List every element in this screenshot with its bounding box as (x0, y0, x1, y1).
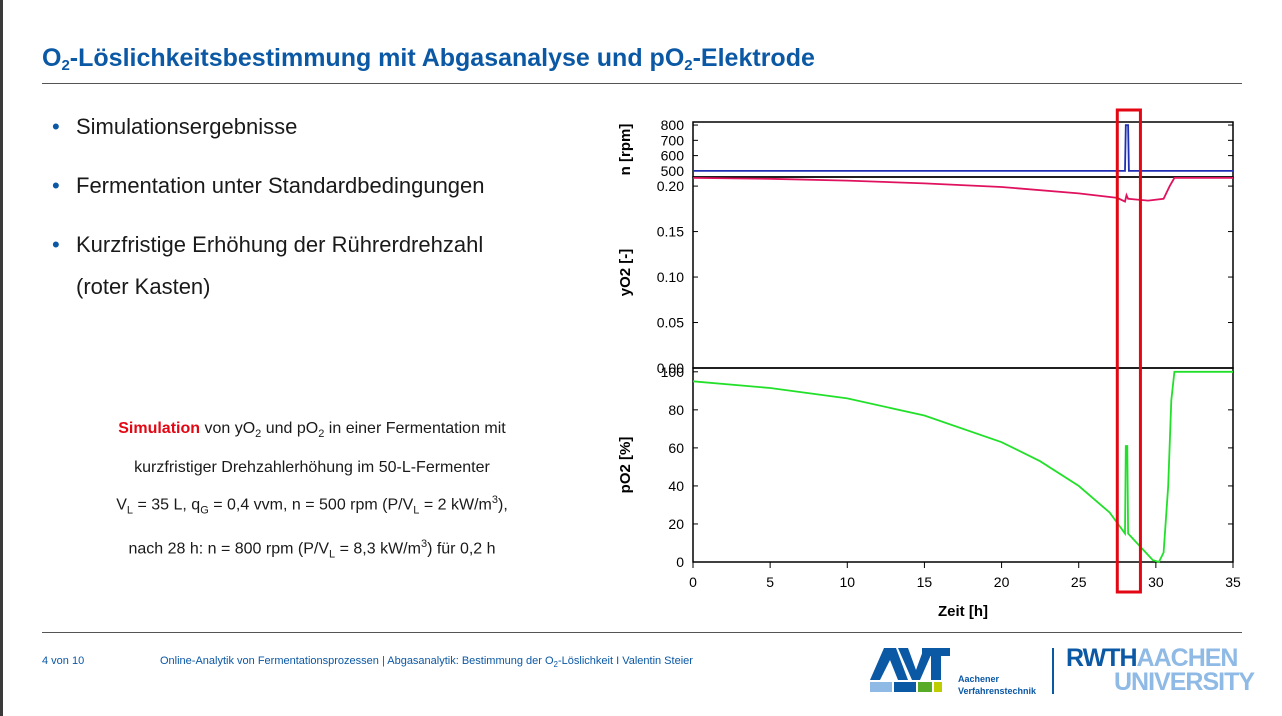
y-tick-label: 700 (661, 132, 685, 148)
x-tick-label: 30 (1148, 574, 1164, 590)
x-tick-label: 0 (689, 574, 697, 590)
x-tick-label: 5 (766, 574, 774, 590)
highlight-box (1115, 108, 1142, 594)
slide-title: O2-Löslichkeitsbestimmung mit Abgasanaly… (42, 44, 815, 74)
footer-divider (42, 632, 1242, 633)
bullet-icon: • (52, 232, 60, 257)
caption-line-1: Simulation von yO2 und pO2 in einer Ferm… (118, 420, 506, 441)
y-tick-label: 600 (661, 148, 685, 164)
x-tick-label: 20 (994, 574, 1010, 590)
footer-text: Online-Analytik von Fermentationsprozess… (160, 655, 693, 670)
avt-logo-icon (870, 648, 950, 692)
y-tick-label: 500 (661, 163, 685, 179)
series-line (692, 370, 1233, 564)
series-line (692, 177, 1233, 203)
x-tick-label: 10 (839, 574, 855, 590)
bullet-item: • Kurzfristige Erhöhung der Rührerdrehzah… (52, 224, 485, 308)
bullet-text: Simulationsergebnisse (76, 114, 298, 139)
bullet-list: • Simulationsergebnisse • Fermentation unt… (52, 106, 485, 325)
caption-line-2: kurzfristiger Drehzahlerhöhung im 50-L-F… (134, 459, 490, 477)
title-divider (42, 83, 1242, 84)
caption-line-4: nach 28 h: n = 800 rpm (P/VL = 8,3 kW/m3… (128, 537, 496, 561)
avt-name: Aachener Verfahrenstechnik (958, 674, 1037, 696)
y-tick-label: 0.10 (657, 269, 684, 285)
y-tick-label: 100 (661, 364, 685, 380)
x-tick-label: 35 (1225, 574, 1241, 590)
y-tick-label: 800 (661, 117, 685, 133)
left-edge-bar (0, 0, 3, 716)
caption-line-3: VL = 35 L, qG = 0,4 vvm, n = 500 rpm (P/… (116, 494, 508, 517)
y-tick-label: 0.20 (657, 178, 684, 194)
rwth-logo: RWTHAACHEN UNIVERSITY (1066, 644, 1255, 696)
page-number: 4 von 10 (42, 655, 85, 667)
x-tick-label: 25 (1071, 574, 1087, 590)
bullet-text-line2: (roter Kasten) (76, 274, 211, 299)
x-axis-label: Zeit [h] (938, 603, 988, 620)
x-tick-label: 15 (917, 574, 933, 590)
y-tick-label: 0 (676, 554, 684, 570)
y-tick-label: 0.05 (657, 315, 684, 331)
panel-frame (692, 121, 1234, 178)
bullet-item: • Fermentation unter Standardbedingungen (52, 165, 485, 207)
simulation-caption: Simulation von yO2 und pO2 in einer Ferm… (62, 412, 562, 571)
logo-divider (1052, 648, 1054, 694)
bullet-item: • Simulationsergebnisse (52, 106, 485, 148)
y-tick-label: 60 (668, 440, 684, 456)
y-axis-label: pO2 [%] (617, 437, 634, 494)
y-axis-label: n [rpm] (617, 124, 634, 176)
y-tick-label: 0.15 (657, 224, 684, 240)
y-tick-label: 20 (668, 516, 684, 532)
y-axis-label: yO2 [-] (617, 249, 634, 297)
panel-frame (692, 176, 1234, 369)
y-tick-label: 0.00 (657, 360, 684, 376)
panel-frame (692, 367, 1234, 563)
series-line (693, 124, 1233, 172)
bullet-icon: • (52, 173, 60, 198)
bullet-text: Fermentation unter Standardbedingungen (76, 173, 485, 198)
y-tick-label: 40 (668, 478, 684, 494)
bullet-text: Kurzfristige Erhöhung der Rührerdrehzahl (76, 232, 484, 257)
bullet-icon: • (52, 114, 60, 139)
y-tick-label: 80 (668, 402, 684, 418)
